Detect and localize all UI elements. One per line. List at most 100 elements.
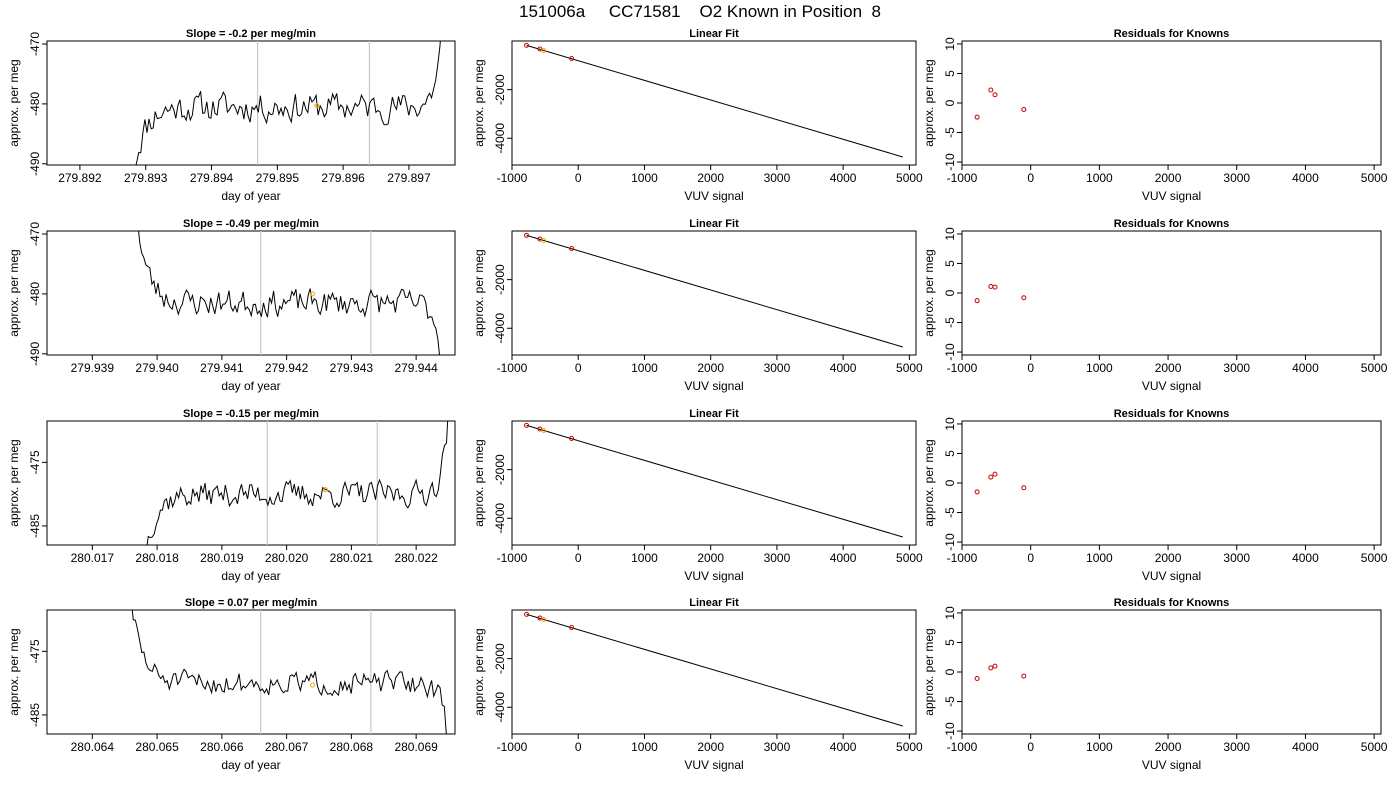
highlight-point: [314, 103, 320, 109]
y-tick-label: -10: [943, 533, 957, 551]
known-point: [988, 474, 994, 480]
chart-title: Residuals for Knowns: [1114, 218, 1230, 230]
y-tick-label: -5: [943, 507, 957, 518]
known-point: [988, 87, 994, 93]
x-tick-label: 2000: [697, 551, 724, 565]
x-tick-label: 5000: [896, 171, 923, 185]
known-point: [524, 42, 530, 48]
x-tick-label: 0: [1027, 361, 1034, 375]
chart-panel-3-0: Slope = 0.07 per meg/min 280.064 280.065 28…: [7, 597, 456, 772]
y-tick-label: -470: [28, 32, 42, 56]
x-tick-label: 2000: [1155, 361, 1182, 375]
x-tick-label: 3000: [1223, 551, 1250, 565]
highlight-point: [310, 682, 316, 688]
x-tick-label: 3000: [764, 551, 791, 565]
known-point: [1021, 295, 1027, 301]
x-tick-label: 0: [575, 361, 582, 375]
y-tick-label: 10: [943, 37, 957, 51]
chart-title: Slope = -0.49 per meg/min: [183, 218, 319, 230]
plot-area: [524, 232, 903, 348]
plot-area: [131, 610, 447, 734]
chart-panel-1-2: Residuals for Knowns -1000 0 1000 2000 3000 40…: [922, 218, 1388, 393]
highlight-point: [310, 291, 316, 297]
y-tick-label: -485: [28, 514, 42, 538]
chart-panel-0-0: Slope = -0.2 per meg/min 279.892 279.893 27…: [7, 28, 456, 203]
x-tick-label: -1000: [497, 361, 528, 375]
chart-title: Slope = -0.15 per meg/min: [183, 408, 319, 420]
y-tick-label: 5: [943, 450, 957, 457]
page-title: 151006a CC71581 O2 Known in Position 8: [519, 2, 881, 21]
known-point: [992, 284, 998, 290]
series-line: [131, 610, 447, 734]
y-tick-label: -490: [28, 151, 42, 175]
y-tick-label: -2000: [493, 643, 507, 674]
x-tick-label: 279.942: [265, 361, 309, 375]
y-tick-label: -5: [943, 696, 957, 707]
plot-frame: [511, 40, 917, 166]
y-tick-label: -490: [28, 341, 42, 365]
x-tick-label: 280.066: [200, 740, 244, 754]
x-tick-label: 1000: [1086, 361, 1113, 375]
plot-frame: [961, 609, 1382, 735]
y-tick-label: 5: [943, 70, 957, 77]
x-tick-label: 280.068: [330, 740, 374, 754]
plot-area: [138, 231, 441, 355]
x-axis-label: day of year: [221, 758, 280, 772]
y-tick-label: 10: [943, 417, 957, 431]
y-tick-label: -475: [28, 450, 42, 474]
y-tick-label: -480: [28, 282, 42, 306]
y-tick-label: 5: [943, 260, 957, 267]
y-axis-label: approx. per meg: [922, 59, 936, 146]
y-tick-label: -485: [28, 703, 42, 727]
known-point: [569, 625, 575, 631]
plot-frame: [961, 40, 1382, 166]
x-tick-label: -1000: [947, 740, 978, 754]
chart-panel-0-2: Residuals for Knowns -1000 0 1000 2000 3000 40…: [922, 28, 1388, 203]
chart-panel-1-1: Linear Fit -1000 0 1000 2000 3000 4000 5000 -200…: [472, 218, 923, 393]
x-tick-label: 3000: [1223, 361, 1250, 375]
x-tick-label: 4000: [1292, 740, 1319, 754]
chart-panel-2-0: Slope = -0.15 per meg/min 280.017 280.018 2…: [7, 408, 456, 583]
y-tick-label: 0: [943, 479, 957, 486]
x-tick-label: 280.022: [394, 551, 438, 565]
chart-title: Residuals for Knowns: [1114, 28, 1230, 40]
x-tick-label: 279.939: [71, 361, 115, 375]
chart-title: Linear Fit: [689, 597, 739, 609]
y-axis-label: approx. per meg: [472, 439, 486, 526]
x-tick-label: 3000: [764, 361, 791, 375]
x-tick-label: 279.896: [321, 171, 365, 185]
x-tick-label: 1000: [631, 361, 658, 375]
y-tick-label: -4000: [493, 692, 507, 723]
x-tick-label: 1000: [631, 551, 658, 565]
y-tick-label: -4000: [493, 503, 507, 534]
y-axis-label: approx. per meg: [472, 249, 486, 336]
chart-panel-2-1: Linear Fit -1000 0 1000 2000 3000 4000 5000 -200…: [472, 408, 923, 583]
x-tick-label: -1000: [497, 551, 528, 565]
highlight-point: [541, 47, 547, 53]
x-tick-label: -1000: [497, 171, 528, 185]
y-tick-label: 0: [943, 289, 957, 296]
highlight-point: [541, 616, 547, 622]
highlight-point: [541, 237, 547, 243]
x-axis-label: VUV signal: [684, 758, 743, 772]
x-axis-label: day of year: [221, 379, 280, 393]
y-axis-label: approx. per meg: [7, 628, 21, 715]
known-point: [992, 663, 998, 669]
y-axis-label: approx. per meg: [922, 628, 936, 715]
known-point: [569, 56, 575, 62]
x-tick-label: 0: [575, 551, 582, 565]
y-tick-label: -475: [28, 639, 42, 663]
x-tick-label: -1000: [497, 740, 528, 754]
x-axis-label: VUV signal: [684, 379, 743, 393]
known-point: [988, 665, 994, 671]
x-axis-label: VUV signal: [684, 569, 743, 583]
y-axis-label: approx. per meg: [922, 249, 936, 336]
y-tick-label: -10: [943, 153, 957, 171]
known-point: [524, 422, 530, 428]
y-tick-label: 10: [943, 227, 957, 241]
x-tick-label: 3000: [764, 740, 791, 754]
chart-title: Slope = -0.2 per meg/min: [186, 28, 316, 40]
chart-panel-2-2: Residuals for Knowns -1000 0 1000 2000 3000 40…: [922, 408, 1388, 583]
x-tick-label: 280.065: [135, 740, 179, 754]
chart-title: Linear Fit: [689, 218, 739, 230]
